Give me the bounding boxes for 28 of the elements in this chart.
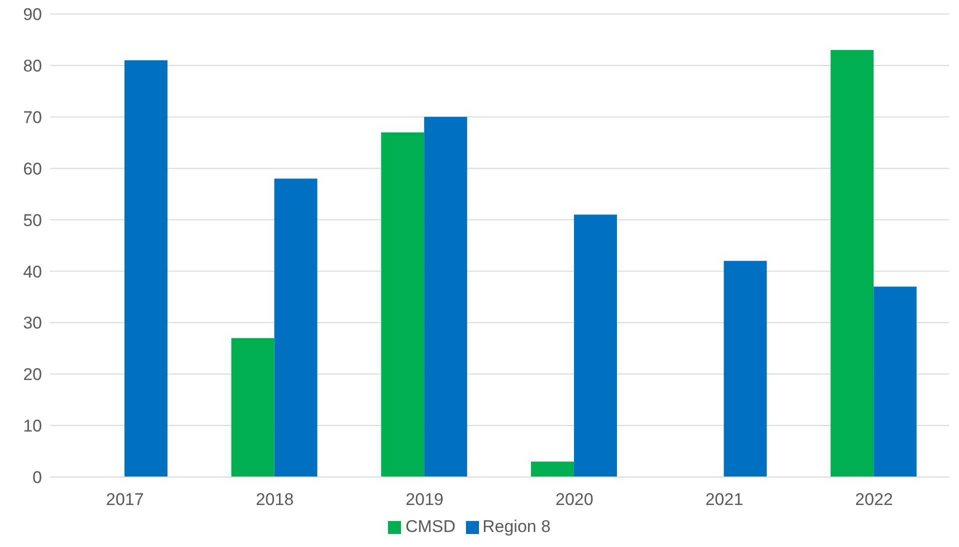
y-tick-label: 20: [23, 365, 42, 384]
y-tick-label: 60: [23, 159, 42, 178]
x-tick-label: 2019: [406, 490, 444, 510]
bar: [574, 214, 617, 477]
y-tick-label: 90: [23, 5, 42, 24]
bar: [381, 132, 424, 477]
x-tick-label: 2017: [106, 490, 144, 510]
legend-label: Region 8: [482, 517, 551, 536]
y-tick-label: 50: [23, 210, 42, 230]
y-tick-label: 80: [23, 56, 42, 76]
bar: [724, 260, 767, 477]
bar: [231, 338, 274, 477]
bar: [424, 116, 468, 477]
bar: [274, 178, 318, 477]
y-tick-label: 10: [23, 416, 42, 436]
y-tick-label: 40: [23, 262, 42, 282]
bar: [530, 462, 574, 477]
y-tick-label: 0: [32, 468, 42, 488]
bar: [874, 286, 917, 477]
bar: [830, 50, 874, 477]
x-tick-label: 2022: [855, 490, 893, 510]
bar: [124, 60, 168, 477]
x-tick-label: 2020: [556, 490, 594, 510]
y-tick-label: 70: [23, 108, 42, 127]
y-tick-label: 30: [23, 314, 42, 333]
legend-label: CMSD: [405, 517, 456, 536]
x-tick-label: 2018: [256, 490, 294, 510]
x-tick-label: 2021: [705, 490, 744, 510]
